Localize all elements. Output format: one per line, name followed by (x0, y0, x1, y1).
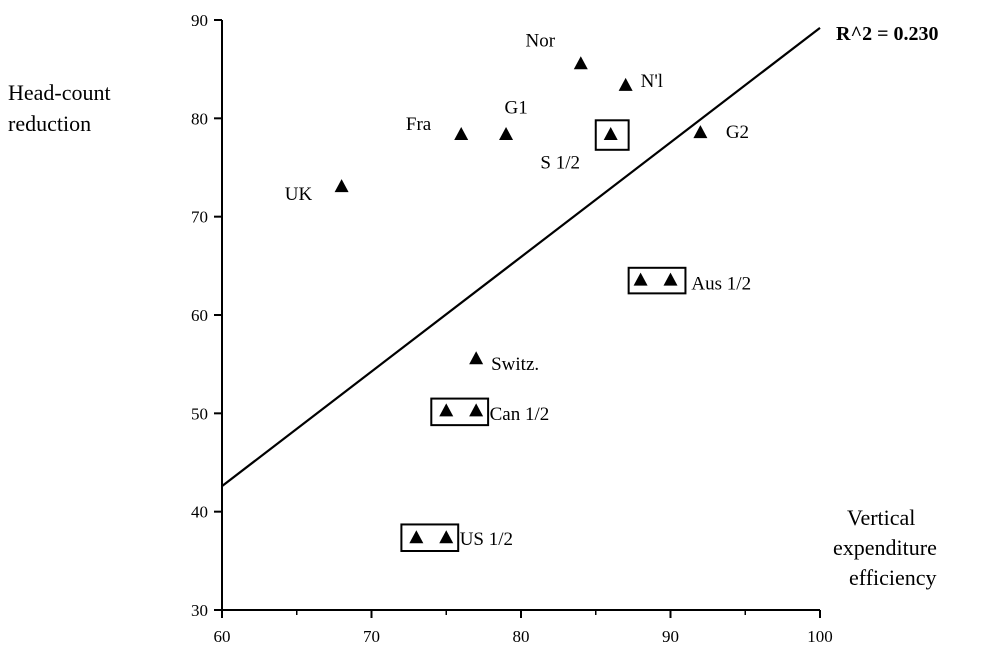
y-tick-label: 30 (191, 601, 208, 620)
data-point (618, 77, 633, 91)
point-label: Fra (406, 114, 432, 135)
x-tick-label: 100 (807, 627, 833, 646)
point-label: UK (285, 184, 313, 205)
y-axis-label: Head-count reduction (8, 80, 116, 136)
data-point (439, 403, 454, 417)
point-label: Aus 1/2 (691, 273, 751, 294)
x-tick-label: 90 (662, 627, 679, 646)
trendline (221, 26, 821, 487)
data-point (633, 272, 648, 286)
point-label: Can 1/2 (490, 404, 550, 425)
group-box (627, 266, 687, 295)
group-box (594, 119, 630, 151)
data-point (409, 530, 424, 544)
point-label: US 1/2 (460, 529, 513, 550)
data-point (334, 179, 349, 193)
data-point (469, 351, 484, 365)
y-tick-label: 70 (191, 208, 208, 227)
point-label: G2 (726, 122, 749, 143)
point-label: Switz. (491, 354, 539, 375)
data-point (499, 127, 514, 141)
data-point (603, 127, 618, 141)
data-point (663, 272, 678, 286)
data-point (454, 127, 469, 141)
data-point (439, 530, 454, 544)
point-label: N'l (641, 71, 663, 92)
y-tick-label: 50 (191, 404, 208, 423)
x-axis-label: Vertical expenditure efficiency (833, 505, 942, 590)
point-label: G1 (505, 97, 528, 118)
plot-area: 30 40 50 60 70 80 90 60 70 80 90 100 Nor N'l Fra G1 G2 S … (191, 11, 833, 646)
group-box (430, 397, 490, 427)
x-tick-label: 70 (363, 627, 380, 646)
data-point (693, 125, 708, 139)
point-label: S 1/2 (540, 152, 580, 173)
y-tick-label: 60 (191, 306, 208, 325)
y-tick-label: 80 (191, 109, 208, 128)
x-tick-label: 80 (513, 627, 530, 646)
data-point (469, 403, 484, 417)
group-box (400, 523, 460, 553)
trendline-label: R^2 = 0.230 (836, 23, 938, 45)
x-tick-label: 60 (214, 627, 231, 646)
data-point (573, 56, 588, 70)
y-tick-label: 90 (191, 11, 208, 30)
point-label: Nor (525, 31, 555, 52)
y-tick-label: 40 (191, 503, 208, 522)
